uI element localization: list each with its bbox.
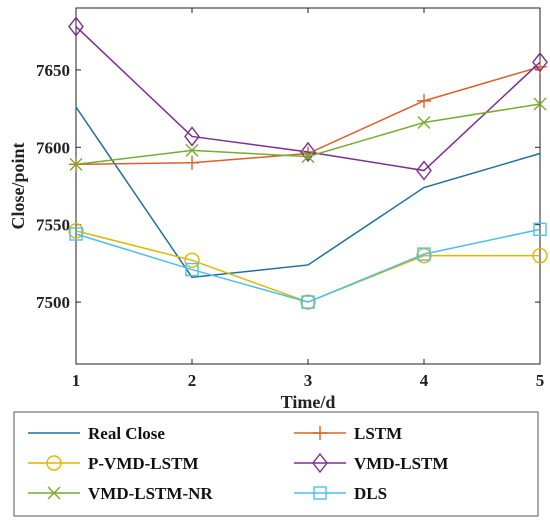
circle-marker (46, 455, 62, 471)
diamond-marker (312, 452, 328, 474)
square-marker (185, 262, 199, 277)
x-tick-label: 5 (536, 371, 545, 390)
plot-frame (75, 7, 541, 365)
legend-item: VMD-LSTM (294, 452, 448, 474)
series-lstm (69, 59, 547, 172)
series-line (75, 230, 540, 303)
series-vmd-lstm-nr (69, 97, 547, 171)
series-line (75, 26, 541, 172)
y-tick-label: 7550 (36, 216, 70, 235)
x-tick-label: 4 (420, 371, 429, 390)
diamond-marker (184, 126, 200, 147)
plot-series (68, 16, 548, 310)
plus-marker (185, 155, 199, 170)
x-marker (533, 97, 547, 111)
diamond-marker (416, 160, 432, 181)
x-marker (47, 486, 61, 500)
square-marker (69, 227, 83, 241)
y-tick-label: 7600 (36, 138, 70, 157)
square-marker (533, 222, 547, 237)
plus-marker (301, 146, 315, 161)
y-tick-label: 7650 (36, 61, 70, 80)
series-real-close (75, 106, 541, 279)
legend-label: Real Close (88, 424, 165, 443)
diamond-marker (300, 141, 316, 163)
series-dls (69, 222, 547, 309)
x-axis-title: Time/d (281, 392, 336, 412)
circle-marker (68, 223, 84, 239)
legend-item: Real Close (28, 424, 165, 443)
legend-label: LSTM (354, 424, 402, 443)
legend-item: DLS (294, 484, 387, 503)
circle-marker (300, 294, 316, 310)
x-tick-label: 2 (188, 371, 197, 390)
series-line (75, 228, 541, 303)
x-marker (301, 150, 315, 164)
legend-label: P-VMD-LSTM (88, 454, 198, 473)
square-marker (301, 295, 315, 309)
square-marker (417, 247, 431, 261)
diamond-marker (532, 52, 548, 73)
y-tick-label: 7500 (36, 293, 70, 312)
plot-border (75, 7, 541, 365)
series-vmd-lstm (68, 16, 548, 181)
legend-item: LSTM (294, 424, 402, 443)
circle-marker (532, 247, 548, 264)
x-marker (417, 116, 431, 130)
legend-item: P-VMD-LSTM (28, 454, 198, 473)
legend-label: VMD-LSTM (354, 454, 448, 473)
plus-marker (417, 93, 431, 108)
x-marker (69, 157, 83, 171)
series-line (75, 106, 541, 279)
legend-item: VMD-LSTM-NR (28, 484, 213, 503)
legend-label: DLS (354, 484, 387, 503)
x-marker (185, 143, 199, 157)
plus-marker (313, 426, 327, 440)
legend-label: VMD-LSTM-NR (88, 484, 213, 503)
y-axis: 7500 7550 7600 7650 (36, 61, 540, 312)
circle-marker (184, 252, 200, 268)
diamond-marker (68, 16, 84, 37)
legend-box (13, 411, 539, 517)
x-tick-label: 1 (72, 371, 81, 390)
y-axis-title: Close/point (8, 142, 28, 229)
square-marker (313, 486, 327, 500)
x-axis: 1 2 3 4 5 (72, 8, 545, 390)
legend: Real Close LSTM P-VMD-LSTM VMD-LSTM VMD-LSTM… (13, 411, 539, 517)
x-tick-label: 3 (304, 371, 313, 390)
